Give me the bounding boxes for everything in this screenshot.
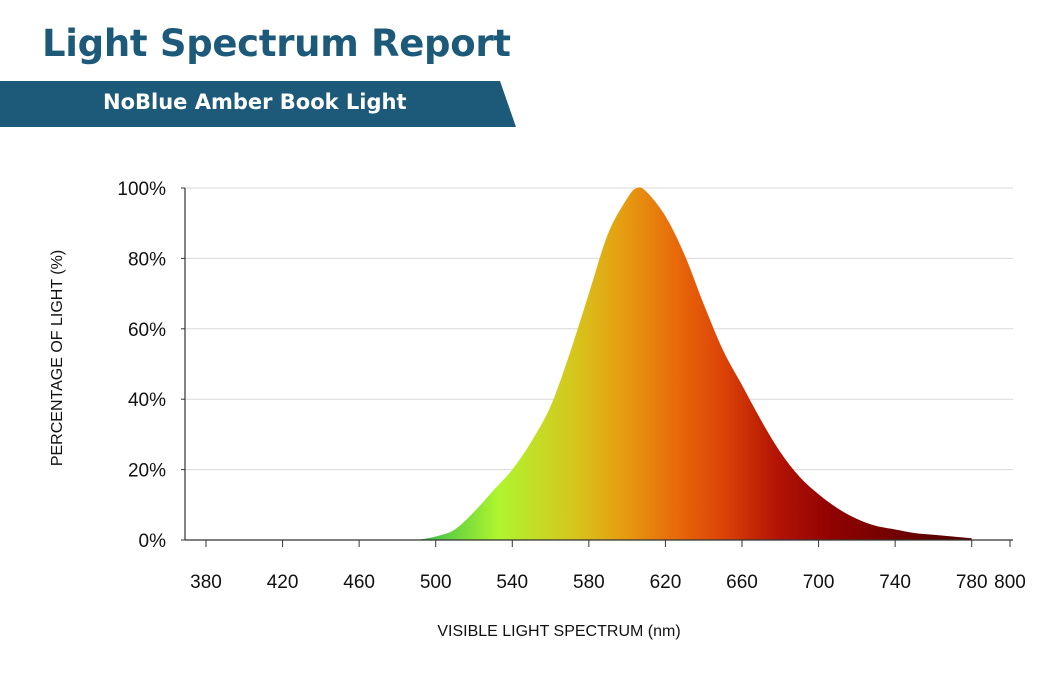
x-tick-label: 620 — [650, 572, 682, 593]
y-tick-label: 100% — [117, 179, 166, 200]
x-tick-label: 660 — [726, 572, 758, 593]
x-tick-label: 800 — [994, 572, 1026, 593]
x-tick-label: 460 — [343, 572, 375, 593]
x-tick-label: 580 — [573, 572, 605, 593]
x-tick-label: 500 — [420, 572, 452, 593]
x-axis-title: VISIBLE LIGHT SPECTRUM (nm) — [437, 623, 680, 640]
y-tick-label: 40% — [128, 390, 166, 411]
x-tick-label: 380 — [190, 572, 222, 593]
y-tick-label: 60% — [128, 320, 166, 341]
x-tick-label: 740 — [879, 572, 911, 593]
x-axis-ticks: 380 420 460 500 540 580 620 660 700 740 780 800 — [190, 540, 1026, 593]
y-tick-label: 20% — [128, 461, 166, 482]
gridlines — [185, 187, 1013, 471]
subtitle-banner — [0, 81, 516, 127]
x-tick-label: 540 — [496, 572, 528, 593]
report-title: Light Spectrum Report — [42, 22, 511, 65]
x-tick-label: 420 — [267, 572, 299, 593]
y-tick-label: 80% — [128, 249, 166, 270]
product-name: NoBlue Amber Book Light — [103, 90, 407, 114]
y-axis-title: PERCENTAGE OF LIGHT (%) — [49, 250, 66, 466]
y-tick-label: 0% — [139, 531, 167, 552]
spectrum-area — [416, 187, 972, 540]
x-tick-label: 780 — [956, 572, 988, 593]
x-tick-label: 700 — [803, 572, 835, 593]
y-axis-ticks: 0% 20% 40% 60% 80% 100% — [117, 179, 185, 552]
axes — [184, 188, 1013, 541]
